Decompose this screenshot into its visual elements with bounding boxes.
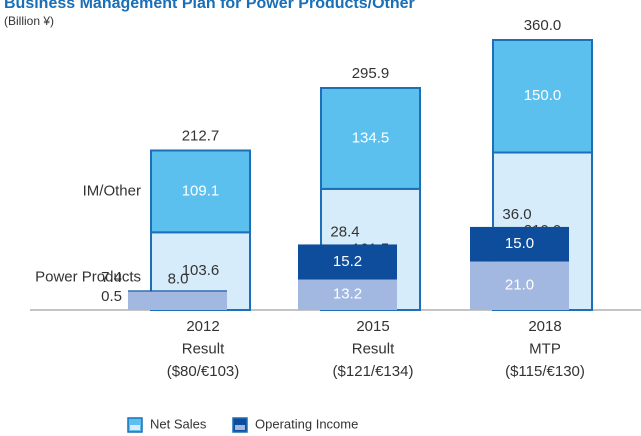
value-label: 15.0 bbox=[505, 235, 534, 252]
bar-segment bbox=[470, 226, 569, 262]
value-label: 15.2 bbox=[333, 253, 362, 270]
x-tick-label: 2012 bbox=[186, 318, 219, 335]
bar-segment bbox=[470, 261, 569, 310]
total-label: 295.9 bbox=[352, 65, 390, 82]
x-tick-label: ($80/€103) bbox=[167, 363, 240, 380]
value-label: 103.6 bbox=[182, 262, 220, 279]
x-tick-label: MTP bbox=[529, 340, 561, 357]
bar-segment bbox=[150, 149, 251, 234]
value-label: 0.5 bbox=[101, 288, 122, 305]
total-label: 28.4 bbox=[330, 223, 359, 240]
x-tick-label: Result bbox=[352, 340, 395, 357]
bar-segment bbox=[298, 244, 397, 280]
x-tick-label: ($121/€134) bbox=[333, 363, 414, 380]
bar-segment bbox=[128, 291, 227, 310]
x-tick-label: 2018 bbox=[528, 318, 561, 335]
bar-segment bbox=[298, 279, 397, 310]
series-label: Power Products bbox=[35, 268, 141, 285]
value-label: 13.2 bbox=[333, 286, 362, 303]
value-label: 150.0 bbox=[524, 87, 562, 104]
chart-title: Business Management Plan for Power Produ… bbox=[4, 0, 415, 12]
total-label: 212.7 bbox=[182, 127, 220, 144]
value-label: 21.0 bbox=[505, 277, 534, 294]
value-label: 109.1 bbox=[182, 182, 220, 199]
bar-segment bbox=[128, 290, 227, 292]
unit-label: (Billion ¥) bbox=[4, 14, 54, 28]
legend-label: Operating Income bbox=[255, 416, 358, 431]
legend-label: Net Sales bbox=[150, 416, 207, 431]
x-tick-label: ($115/€130) bbox=[505, 363, 585, 380]
bar-segment bbox=[492, 39, 593, 154]
bar-segment bbox=[320, 87, 421, 190]
value-label: 8.0 bbox=[168, 271, 189, 288]
value-label: 134.5 bbox=[352, 129, 390, 146]
x-tick-label: 2015 bbox=[356, 318, 389, 335]
total-label: 7.4 bbox=[101, 269, 122, 286]
legend-swatch-inner bbox=[235, 425, 245, 430]
x-tick-label: Result bbox=[182, 340, 225, 357]
series-label: IM/Other bbox=[83, 182, 141, 199]
total-label: 360.0 bbox=[524, 17, 562, 34]
legend-swatch-inner bbox=[130, 425, 140, 430]
total-label: 36.0 bbox=[502, 206, 531, 223]
